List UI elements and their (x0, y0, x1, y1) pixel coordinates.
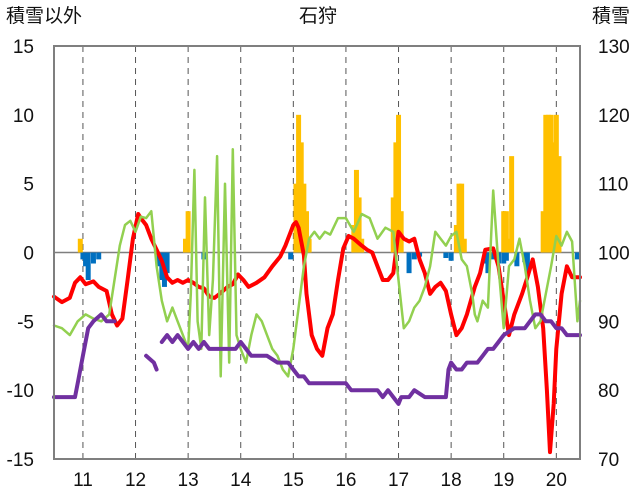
x-tick-label: 16 (335, 470, 356, 491)
left-tick-label: -15 (7, 450, 34, 471)
left-tick-label: 0 (23, 244, 34, 265)
bar-orange (306, 238, 312, 253)
bar-orange (183, 238, 188, 253)
bar-blue (574, 252, 580, 260)
bar-blue (522, 252, 528, 263)
x-tick-label: 13 (178, 470, 199, 491)
right-axis-label: 積雪 (592, 5, 630, 27)
left-axis-label: 積雪以外 (6, 5, 82, 27)
bar-orange (503, 211, 509, 253)
bar-orange (301, 183, 307, 253)
bar-blue (485, 252, 491, 274)
bar-layer (77, 114, 580, 287)
x-tick-label: 12 (125, 470, 146, 491)
bar-blue (411, 252, 417, 260)
bar-orange (543, 114, 549, 253)
bar-orange (453, 224, 459, 253)
bar-orange (293, 183, 299, 253)
bar-blue (524, 252, 530, 274)
x-tick-label: 15 (283, 470, 304, 491)
bar-blue (85, 252, 91, 281)
series-line-purple (144, 353, 159, 372)
x-tick-label: 19 (493, 470, 514, 491)
left-tick-label: 10 (13, 106, 34, 127)
bar-orange (393, 142, 399, 253)
bar-blue (501, 252, 507, 264)
bar-blue (503, 252, 509, 261)
bar-orange (77, 238, 83, 253)
bar-orange (506, 238, 512, 253)
bar-orange (548, 114, 554, 253)
bar-orange (185, 211, 191, 253)
series-line-purple (159, 312, 582, 406)
x-tick-label: 17 (388, 470, 409, 491)
right-tick-label: 120 (598, 106, 630, 127)
right-tick-label: 130 (598, 37, 630, 58)
left-tick-label: 15 (13, 37, 34, 58)
bar-orange (551, 142, 557, 253)
bar-orange (459, 183, 465, 253)
right-tick-label: 110 (598, 175, 628, 196)
bar-orange (456, 183, 462, 253)
series-line-red (52, 212, 582, 455)
left-tick-label: -10 (7, 381, 34, 402)
right-tick-label: 100 (598, 244, 630, 265)
bar-orange (303, 211, 309, 253)
tick-labels: 15 10 5 0 -5 -10 -15 130 120 110 100 90 80 70 11 12 13 14… (7, 37, 630, 491)
plot-frame (53, 45, 581, 460)
right-tick-label: 70 (598, 450, 619, 471)
bar-orange (296, 114, 302, 253)
bar-blue (80, 252, 86, 260)
bar-orange (501, 211, 507, 253)
plot-border (53, 45, 581, 460)
right-tick-label: 80 (598, 381, 619, 402)
bar-orange (396, 114, 402, 253)
right-tick-label: 90 (598, 312, 619, 333)
bar-orange (556, 156, 562, 253)
bar-blue (96, 252, 102, 260)
bar-blue (164, 252, 170, 274)
bar-orange (298, 142, 304, 253)
series-line-purple (52, 312, 117, 400)
bar-orange (398, 211, 404, 253)
bar-orange (540, 211, 546, 253)
bar-blue (90, 252, 96, 264)
left-tick-label: -5 (17, 312, 34, 333)
line-layer (52, 148, 582, 455)
bar-blue (448, 252, 454, 261)
bar-orange (353, 169, 359, 253)
bar-blue (490, 252, 496, 260)
bar-blue (443, 252, 449, 259)
x-tick-label: 18 (441, 470, 462, 491)
chart-title: 石狩 (299, 5, 337, 27)
x-tick-label: 11 (73, 470, 93, 491)
bar-orange (553, 114, 559, 253)
bar-blue (288, 252, 294, 260)
series-line-green (52, 148, 582, 378)
bar-blue (406, 252, 412, 274)
bar-orange (509, 156, 515, 253)
left-tick-label: 5 (23, 175, 34, 196)
bar-orange (390, 197, 396, 253)
bar-blue (514, 252, 520, 267)
x-tick-label: 20 (546, 470, 567, 491)
bar-blue (83, 252, 89, 267)
bar-orange (545, 114, 551, 253)
x-tick-label: 14 (230, 470, 252, 491)
bar-orange (461, 238, 467, 253)
bar-orange (356, 197, 362, 253)
